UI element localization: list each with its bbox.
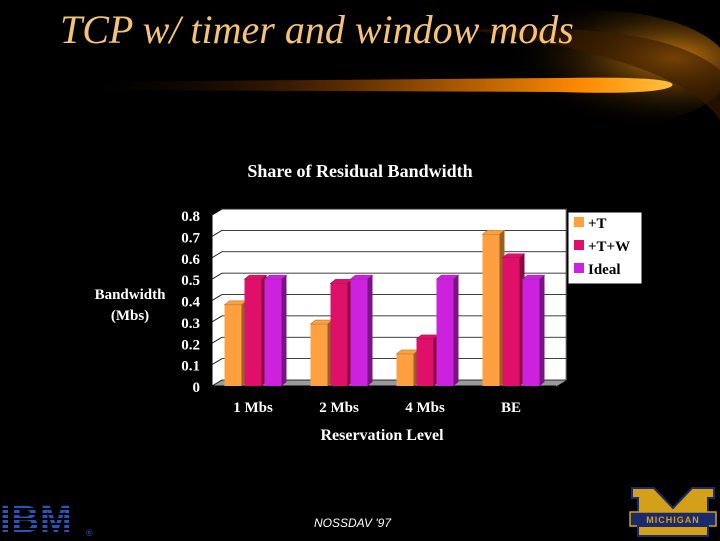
gridline-depth (211, 251, 223, 259)
bar (310, 324, 328, 386)
x-tick-label: 1 Mbs (233, 400, 273, 416)
y-tick-label: 0.4 (181, 295, 200, 311)
legend-label: +T (588, 216, 607, 232)
bar-side (453, 275, 459, 386)
slide-title: TCP w/ timer and window mods (60, 7, 574, 52)
legend-swatch (574, 263, 584, 273)
legend-swatch (574, 240, 584, 250)
bars (223, 229, 546, 386)
bar (330, 283, 348, 386)
bar (522, 279, 540, 386)
bar (244, 279, 262, 386)
bar-chart: Share of Residual Bandwidth 0 0.1 0.2 0.3 0.… (95, 161, 643, 444)
y-tick-label: 0.7 (181, 230, 200, 246)
x-tick-label: 4 Mbs (405, 400, 445, 416)
y-tick-label: 0.6 (181, 252, 200, 268)
legend: +T +T+W Ideal (567, 211, 643, 285)
plot-floor (212, 380, 566, 386)
gridline-depth (211, 230, 223, 237)
bar-side (367, 275, 373, 386)
bar (482, 234, 500, 386)
y-axis-ticks: 0 0.1 0.2 0.3 0.4 0.5 0.6 0.7 0.8 (181, 209, 200, 396)
y-axis-label-line1: Bandwidth (95, 287, 167, 303)
bar (436, 279, 454, 386)
bar-side (281, 275, 287, 386)
chart-title: Share of Residual Bandwidth (247, 161, 472, 181)
gridline-depth (211, 208, 223, 216)
legend-label: Ideal (588, 262, 621, 278)
ibm-registered-mark: ® (86, 528, 93, 538)
gridline-depth (211, 294, 223, 301)
title-swoosh-decoration (70, 10, 720, 130)
plot-area (211, 208, 567, 387)
gridline-depth (211, 379, 223, 387)
bar (502, 257, 520, 386)
gridline-depth (211, 272, 223, 280)
bar (396, 353, 414, 386)
bar-side (539, 275, 545, 386)
y-tick-label: 0.3 (181, 316, 200, 332)
bar (416, 338, 434, 386)
y-tick-label: 0 (193, 380, 201, 396)
legend-label: +T+W (588, 239, 630, 255)
y-tick-label: 0.8 (181, 209, 200, 225)
ibm-logo: IBM (0, 499, 73, 541)
footer-text: NOSSDAV '97 (314, 516, 391, 530)
gridline-depth (211, 315, 223, 323)
legend-swatch (574, 217, 584, 227)
gridline-depth (211, 358, 223, 365)
y-tick-label: 0.5 (181, 273, 200, 289)
x-tick-label: BE (501, 400, 521, 416)
x-tick-label: 2 Mbs (319, 400, 359, 416)
y-tick-label: 0.2 (181, 337, 200, 353)
gridline-depth (211, 336, 223, 344)
x-axis-ticks: 1 Mbs 2 Mbs 4 Mbs BE (233, 400, 521, 416)
x-axis-label: Reservation Level (320, 427, 444, 444)
bar (224, 304, 242, 386)
y-axis-label-line2: (Mbs) (111, 308, 149, 324)
michigan-logo: MICHIGAN (629, 487, 717, 537)
michigan-logo-text: MICHIGAN (646, 515, 700, 525)
bar (264, 279, 282, 386)
bar (350, 279, 368, 386)
y-tick-label: 0.1 (181, 359, 200, 375)
